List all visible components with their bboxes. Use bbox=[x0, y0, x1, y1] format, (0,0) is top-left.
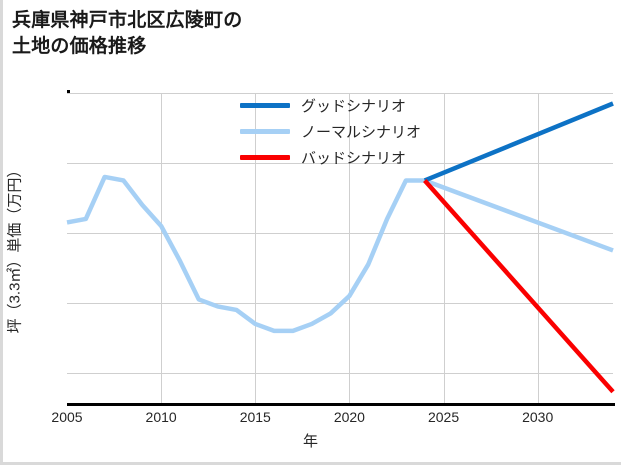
x-tick-label: 2025 bbox=[427, 409, 460, 425]
legend-label: ノーマルシナリオ bbox=[301, 123, 422, 141]
legend-swatch-icon bbox=[240, 128, 290, 134]
gridline-vertical bbox=[161, 93, 163, 403]
x-tick-label: 2020 bbox=[333, 409, 365, 425]
legend-label: バッドシナリオ bbox=[301, 149, 407, 167]
gridline-horizontal bbox=[67, 372, 613, 374]
legend-item[interactable]: バッドシナリオ bbox=[240, 144, 470, 170]
x-tick-label: 2005 bbox=[51, 409, 83, 425]
page-title: 兵庫県神戸市北区広陵町の 土地の価格推移 bbox=[12, 10, 243, 57]
gridline-vertical bbox=[443, 93, 445, 403]
legend-item[interactable]: ノーマルシナリオ bbox=[240, 118, 470, 144]
series-lines bbox=[66, 101, 615, 394]
gridline-vertical bbox=[349, 93, 351, 403]
legend-item[interactable]: グッドシナリオ bbox=[240, 92, 470, 118]
x-axis-label: 年 bbox=[302, 433, 318, 450]
series-line bbox=[423, 178, 615, 394]
plot-area bbox=[66, 93, 615, 403]
x-tick-label: 2015 bbox=[239, 409, 271, 425]
gridline-vertical bbox=[255, 93, 257, 403]
gridline-horizontal bbox=[67, 162, 613, 164]
x-tick-label: 2030 bbox=[522, 409, 554, 425]
gridline-vertical bbox=[537, 93, 539, 403]
x-axis-line bbox=[67, 403, 615, 406]
chart-legend: グッドシナリオ ノーマルシナリオ バッドシナリオ bbox=[240, 92, 470, 170]
legend-swatch-icon bbox=[240, 102, 290, 108]
legend-label: グッドシナリオ bbox=[301, 97, 407, 115]
gridline-horizontal bbox=[67, 93, 613, 94]
x-tick-label: 2010 bbox=[145, 409, 177, 425]
gridline-horizontal bbox=[67, 232, 613, 234]
y-axis-label-container: 坪（3.3㎡）単価（万円） bbox=[0, 90, 30, 406]
y-axis-label: 坪（3.3㎡）単価（万円） bbox=[6, 162, 24, 334]
series-line bbox=[423, 101, 614, 183]
plot-background bbox=[67, 93, 613, 403]
legend-swatch-icon bbox=[240, 154, 290, 160]
series-line bbox=[66, 174, 614, 334]
